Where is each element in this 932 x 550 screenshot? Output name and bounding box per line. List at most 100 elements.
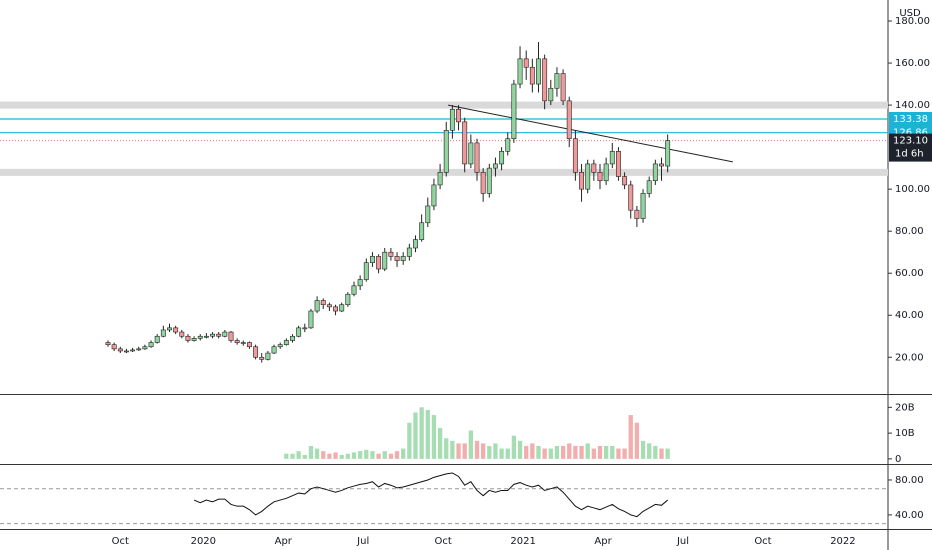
candle-body <box>142 346 148 350</box>
x-tick-label: Oct <box>754 536 771 547</box>
candle-body <box>622 176 628 186</box>
volume-bar <box>333 452 338 459</box>
candle-body <box>210 333 215 337</box>
countdown-label: 1d 6h <box>895 149 924 160</box>
volume-bar <box>517 440 523 459</box>
candle-body <box>314 300 320 312</box>
volume-bar <box>591 448 596 459</box>
volume-bar <box>530 443 535 459</box>
candle-body <box>665 140 671 167</box>
volume-bar <box>314 448 320 459</box>
volume-bar <box>573 445 578 459</box>
candle-body <box>357 279 363 287</box>
volume-bar <box>505 448 510 459</box>
y-tick-label: 20.00 <box>895 352 924 363</box>
volume-bar <box>376 453 381 459</box>
candle-body <box>585 163 591 190</box>
candle-body <box>148 342 154 348</box>
candle-body <box>394 256 400 261</box>
volume-bar <box>622 448 627 459</box>
volume-bar <box>653 445 658 459</box>
candle-body <box>130 349 136 352</box>
volume-bar <box>480 443 486 459</box>
candle-body <box>542 58 548 102</box>
level-tag-label: 126.86 <box>893 128 928 139</box>
candle-body <box>191 338 197 341</box>
candle-body <box>628 184 634 211</box>
candle-body <box>302 327 308 330</box>
candle-body <box>603 163 609 182</box>
candle-body <box>609 151 615 165</box>
candle-body <box>640 193 646 219</box>
y-tick-label: 40.00 <box>895 310 924 321</box>
volume-bar <box>628 415 633 459</box>
x-tick-label: Apr <box>594 536 612 547</box>
volume-bar <box>511 435 517 459</box>
rsi-tick-label: 40.00 <box>895 510 924 521</box>
volume-bar <box>579 445 584 459</box>
candle-body <box>400 256 406 261</box>
x-tick-label: Apr <box>275 536 293 547</box>
x-tick-label: 2020 <box>191 536 216 547</box>
volume-bar <box>339 455 344 459</box>
candle-body <box>572 138 578 173</box>
y-tick-label: 180.00 <box>895 16 930 27</box>
candle-body <box>345 293 351 306</box>
candle-body <box>271 346 277 354</box>
y-tick-label: 60.00 <box>895 268 924 279</box>
x-tick-label: Jul <box>356 536 369 547</box>
volume-bar <box>388 453 394 459</box>
candle-body <box>369 256 375 264</box>
candle-body <box>511 83 517 140</box>
x-tick-label: Oct <box>112 536 129 547</box>
volume-bar <box>616 448 621 459</box>
candle-body <box>486 167 492 194</box>
candle-body <box>117 348 123 352</box>
candle-body <box>363 262 369 280</box>
rsi-tick-label: 80.00 <box>895 475 924 486</box>
candle-body <box>492 163 498 169</box>
candle-body <box>228 331 234 341</box>
candle-body <box>160 329 166 337</box>
candle-body <box>406 247 412 257</box>
candle-body <box>505 138 511 152</box>
x-tick-label: Jul <box>676 536 689 547</box>
volume-bar <box>567 443 572 459</box>
volume-bar <box>499 448 504 459</box>
candle-body <box>222 331 228 337</box>
volume-bar <box>296 451 301 459</box>
candle-body <box>523 58 529 68</box>
candle-body <box>615 151 621 177</box>
volume-bar <box>351 452 357 459</box>
volume-bar <box>444 438 449 459</box>
volume-bar <box>401 448 406 459</box>
volume-bar <box>382 451 387 459</box>
candle-body <box>579 172 584 190</box>
volume-bar <box>357 451 363 459</box>
candle-body <box>240 342 246 344</box>
volume-bar <box>640 440 646 459</box>
volume-bar <box>634 422 640 459</box>
candle-body <box>536 58 541 85</box>
y-tick-label: 140.00 <box>895 100 930 111</box>
candle-body <box>566 100 572 140</box>
candle-body <box>185 335 191 341</box>
y-tick-label: 80.00 <box>895 226 924 237</box>
level-tag <box>889 111 932 126</box>
candle-body <box>265 352 271 360</box>
volume-bar <box>665 448 670 459</box>
candle-body <box>456 108 461 123</box>
volume-bar <box>431 415 437 459</box>
candle-body <box>253 346 259 358</box>
volume-bar <box>536 445 541 459</box>
candle-body <box>123 350 129 353</box>
volume-bar <box>542 448 547 459</box>
candle-body <box>333 306 338 312</box>
candle-body <box>413 239 418 249</box>
candle-body <box>167 327 172 331</box>
candle-body <box>419 222 425 240</box>
volume-bar <box>413 412 418 459</box>
candle-body <box>591 163 597 173</box>
candle-body <box>560 73 566 102</box>
